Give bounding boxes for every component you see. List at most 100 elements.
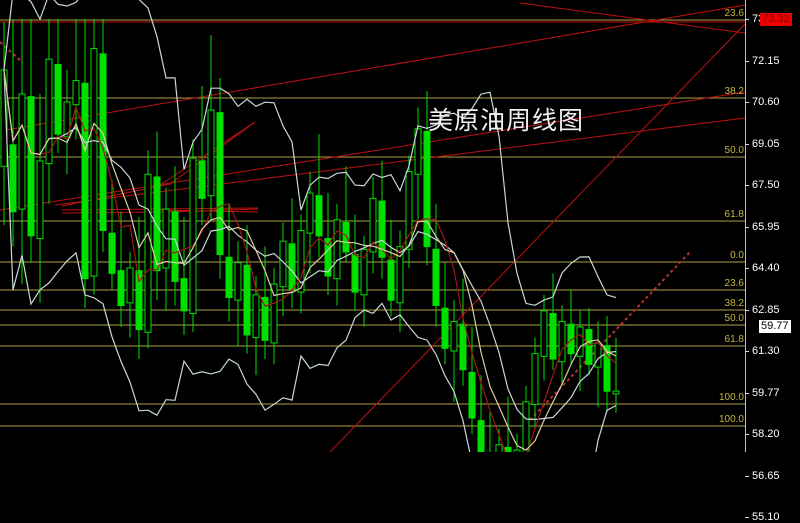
bollinger-middle-band (3, 69, 617, 421)
axis-tick (745, 227, 749, 228)
axis-tick (745, 434, 749, 435)
candlestick (63, 69, 71, 175)
candlestick (495, 428, 503, 452)
fib-level-label: 0.0 (730, 250, 744, 261)
fib-level-label: 61.8 (724, 334, 744, 345)
axis-price-label: 58.20 (752, 428, 780, 440)
candlestick (489, 412, 491, 452)
fib-level-label: 100.0 (718, 414, 744, 425)
axis-price-label: 69.05 (752, 138, 780, 150)
axis-tick (745, 351, 749, 352)
candlestick (441, 262, 449, 365)
fib-level-label: 23.6 (724, 8, 744, 19)
candlestick (612, 337, 620, 413)
trendline (519, 2, 745, 34)
candlestick (405, 155, 413, 268)
candlestick (576, 310, 584, 392)
axis-price-label: 67.50 (752, 179, 780, 191)
axis-tick (745, 310, 749, 311)
axis-price-label: 62.85 (752, 304, 780, 316)
candlestick (270, 268, 278, 365)
candlestick (45, 19, 53, 204)
moving-average-yellow (3, 69, 617, 451)
candlestick (459, 278, 467, 386)
axis-price-label: 72.15 (752, 55, 780, 67)
candlestick (513, 434, 521, 452)
axis-tick (745, 517, 749, 518)
candlestick (261, 246, 269, 360)
candlestick (477, 375, 485, 452)
price-axis[interactable]: 73.7072.1570.6069.0567.5065.9564.4062.85… (745, 0, 800, 523)
candlestick (135, 217, 143, 360)
axis-price-label: 70.60 (752, 96, 780, 108)
dotted-support-trendline (529, 251, 691, 421)
candlestick (306, 171, 314, 274)
fib-level-label: 100.0 (718, 392, 744, 403)
chart-title: 美原油周线图 (428, 106, 585, 135)
candlestick (378, 160, 386, 279)
fib-level-label: 50.0 (724, 313, 744, 324)
candlestick (180, 217, 188, 335)
candlestick (81, 19, 89, 309)
candlestick (594, 321, 602, 408)
axis-price-label: 55.10 (752, 511, 780, 523)
trendline-box-top (61, 121, 256, 207)
axis-tick (745, 268, 749, 269)
candlestick (252, 276, 260, 376)
trendline (329, 23, 745, 452)
axis-tick (745, 144, 749, 145)
candlestick (126, 251, 134, 338)
candlestick (207, 35, 215, 220)
axis-tick (745, 393, 749, 394)
candlestick (504, 396, 512, 452)
candlestick (315, 134, 323, 258)
current-price-tag: 59.77 (759, 320, 791, 333)
candlestick (117, 211, 125, 327)
axis-price-label: 56.65 (752, 470, 780, 482)
candlestick (387, 219, 395, 317)
axis-price-label: 65.95 (752, 221, 780, 233)
candlestick (18, 19, 26, 285)
axis-price-label: 61.30 (752, 345, 780, 357)
trendline (54, 117, 745, 206)
candlestick (189, 139, 197, 333)
candlestick (198, 85, 206, 226)
fib-level-label: 50.0 (724, 145, 744, 156)
candlestick (144, 150, 152, 349)
candlestick (603, 316, 611, 413)
dotted-trendline-left (0, 41, 23, 63)
candlestick (216, 77, 224, 279)
candlestick (351, 214, 359, 311)
candlestick (342, 166, 350, 263)
candlestick (567, 289, 575, 365)
candlestick (9, 19, 17, 247)
candlestick (171, 166, 179, 306)
fib-level-label: 38.2 (724, 86, 744, 97)
candlestick (153, 131, 161, 301)
fib-level-label: 23.6 (724, 278, 744, 289)
fib-level-label: 61.8 (724, 209, 744, 220)
candlestick (72, 19, 80, 140)
candlestick (162, 187, 170, 311)
axis-tick (745, 476, 749, 477)
chart-plot-area[interactable] (0, 0, 745, 452)
candlestick (243, 225, 251, 354)
axis-tick (745, 19, 749, 20)
bollinger-lower-band (3, 69, 617, 452)
candlestick (297, 214, 305, 314)
candlestick (234, 241, 242, 346)
fib-level-label: 38.2 (724, 298, 744, 309)
axis-price-label: 59.77 (752, 387, 780, 399)
candlestick (27, 19, 35, 263)
candlestick (36, 93, 44, 303)
high-price-tag: 73.32 (760, 13, 792, 26)
candlestick (540, 294, 548, 381)
moving-average-red (3, 69, 617, 452)
candlestick (225, 203, 233, 322)
candlestick (432, 203, 440, 327)
axis-vertical-line (745, 0, 746, 452)
axis-tick (745, 61, 749, 62)
candlestick (360, 235, 368, 327)
candlestick (54, 19, 62, 153)
